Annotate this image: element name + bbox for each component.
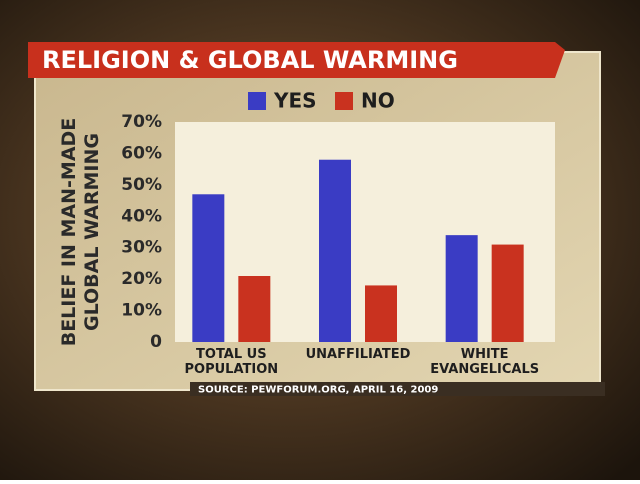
y-tick-label: 50% (121, 175, 162, 195)
y-axis-label-line: BELIEF IN MAN-MADE (58, 118, 80, 347)
bar (319, 159, 351, 342)
bar (238, 276, 271, 342)
title-banner (28, 42, 565, 78)
y-tick-label: 30% (121, 238, 162, 258)
source: SOURCE: PEWFORUM.ORG, APRIL 16, 2009 (198, 385, 438, 396)
y-tick-label: 20% (121, 269, 162, 289)
y-axis-label-line: GLOBAL WARMING (81, 133, 103, 331)
legend-label: NO (361, 89, 395, 113)
chart-title: RELIGION & GLOBAL WARMING (42, 46, 458, 74)
source-strip (190, 382, 605, 396)
y-tick-label: 10% (121, 301, 162, 321)
y-axis-label: BELIEF IN MAN-MADEGLOBAL WARMING (58, 118, 103, 347)
bar (491, 244, 524, 342)
y-tick-label: 40% (121, 206, 162, 226)
y-tick-label: 70% (121, 112, 162, 132)
bar (445, 235, 478, 342)
y-tick-label: 0 (150, 332, 162, 352)
bar (365, 285, 397, 342)
x-tick-label: WHITE EVANGELICALS (430, 347, 539, 377)
x-tick-label: UNAFFILIATED (306, 347, 411, 362)
legend-label: YES (273, 89, 317, 113)
legend-swatch (335, 92, 353, 110)
bar (192, 194, 225, 342)
y-tick-label: 60% (121, 143, 162, 163)
legend-swatch (248, 92, 266, 110)
x-tick-label: TOTAL US POPULATION (185, 347, 279, 377)
